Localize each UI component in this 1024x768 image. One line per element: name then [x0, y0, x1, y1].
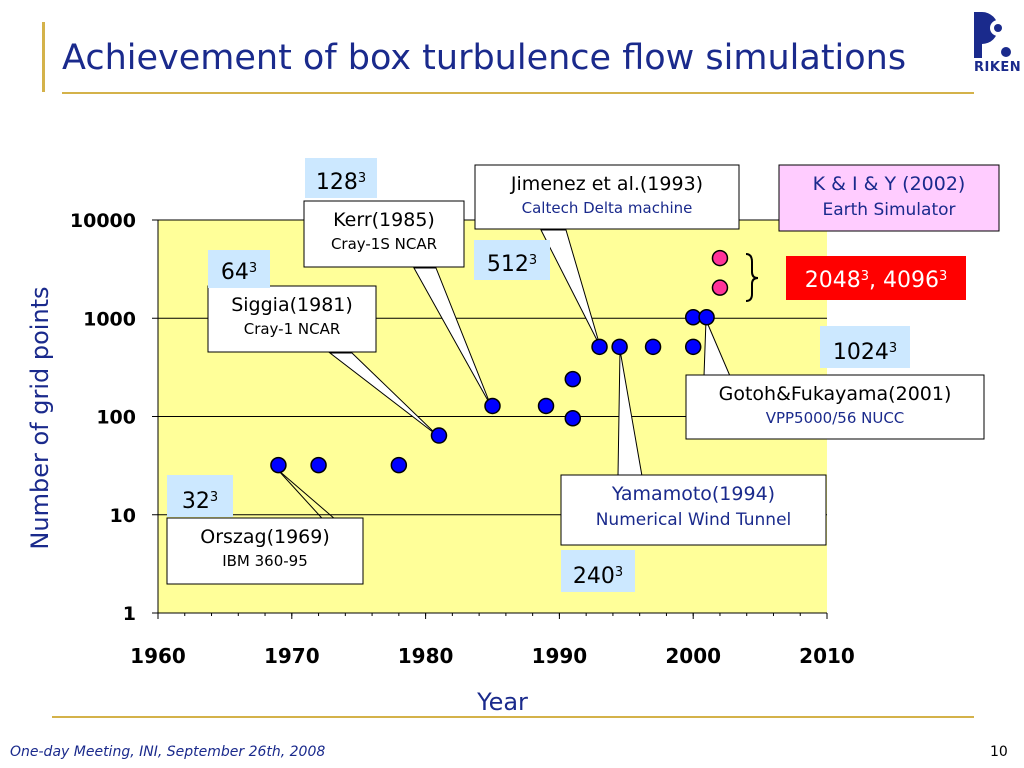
- siggia-callout-name: Siggia(1981): [231, 294, 353, 316]
- data-point: [270, 456, 287, 474]
- gotoh-callout-name: Gotoh&Fukayama(2001): [719, 383, 952, 405]
- data-point: [484, 397, 501, 415]
- siggia-callout-box: [207, 285, 377, 353]
- y-axis-label: Number of grid points: [26, 286, 54, 549]
- g240-grid-label: 2403: [573, 564, 623, 589]
- g128-grid-label-box: [305, 158, 377, 198]
- footer-text: One-day Meeting, INI, September 26th, 20…: [10, 744, 326, 760]
- kerr-callout-box: [303, 200, 465, 268]
- data-point: [564, 370, 582, 388]
- kerr-callout-machine: Cray-1S NCAR: [331, 235, 437, 253]
- x-tick-label: 1970: [264, 644, 320, 668]
- g64-grid-label-box: [208, 250, 270, 288]
- y-tick-label: 10000: [70, 210, 136, 232]
- g128-grid-label: 1283: [316, 170, 366, 195]
- y-tick-label: 1000: [83, 308, 136, 330]
- x-tick-label: 1960: [130, 644, 186, 668]
- data-point: [310, 456, 327, 474]
- g32-grid-label: 323: [182, 489, 218, 514]
- orszag-callout-machine: IBM 360-95: [222, 552, 308, 570]
- g1024-grid-label: 10243: [833, 340, 897, 365]
- orszag-callout-box: [166, 517, 364, 585]
- kerr-callout-name: Kerr(1985): [333, 209, 435, 231]
- grid-label-2048-4096-box: [786, 256, 966, 300]
- x-tick-label: 1990: [532, 644, 588, 668]
- data-point: [591, 338, 608, 356]
- g240-grid-label-box: [561, 550, 635, 592]
- brace-icon: [745, 253, 759, 302]
- data-point: [611, 338, 628, 356]
- yamamoto-callout-box: [560, 474, 827, 546]
- jimenez-pointer: [540, 229, 601, 347]
- gotoh-callout-box: [685, 374, 985, 440]
- jimenez-callout-machine: Caltech Delta machine: [522, 199, 693, 217]
- kiy-callout-name: K & I & Y (2002): [813, 173, 966, 195]
- data-point: [698, 308, 715, 326]
- jimenez-callout-box: [474, 164, 740, 230]
- title-accent-bar: [42, 22, 45, 92]
- g32-grid-label-box: [167, 475, 233, 517]
- future-data-point: [711, 279, 729, 296]
- y-tick-label: 10: [110, 505, 136, 527]
- x-tick-label: 2000: [665, 644, 721, 668]
- yamamoto-callout-machine: Numerical Wind Tunnel: [596, 510, 792, 530]
- data-point: [537, 397, 555, 415]
- riken-logo: [974, 12, 1011, 58]
- data-point: [390, 456, 408, 474]
- x-tick-label: 2010: [799, 644, 855, 668]
- kiy-callout-box: [778, 164, 1000, 232]
- g64-grid-label: 643: [221, 260, 257, 285]
- siggia-pointer: [328, 352, 439, 437]
- yamamoto-callout-name: Yamamoto(1994): [611, 483, 775, 505]
- g512-grid-label: 5123: [487, 252, 537, 277]
- footer-rule: [52, 716, 974, 718]
- x-tick-label: 1980: [398, 644, 454, 668]
- gotoh-callout-machine: VPP5000/56 NUCC: [766, 409, 905, 427]
- title-rule: [62, 92, 974, 94]
- grid-label-2048-4096: 20483, 40963: [805, 268, 948, 293]
- siggia-callout-machine: Cray-1 NCAR: [244, 320, 341, 338]
- data-point: [644, 338, 662, 356]
- g512-grid-label-box: [474, 240, 550, 280]
- g1024-grid-label-box: [820, 326, 910, 368]
- y-tick-label: 100: [96, 407, 136, 429]
- y-tick-label: 1: [123, 603, 136, 625]
- data-point: [684, 338, 702, 356]
- x-axis-label: Year: [476, 688, 528, 716]
- future-data-point: [711, 249, 729, 267]
- data-point: [564, 409, 582, 427]
- riken-logo-text: RIKEN: [974, 60, 1022, 75]
- slide-title: Achievement of box turbulence flow simul…: [62, 38, 907, 78]
- kiy-callout-machine: Earth Simulator: [822, 200, 955, 220]
- kerr-pointer: [413, 267, 492, 407]
- page-number: 10: [990, 744, 1008, 760]
- data-point: [430, 427, 448, 444]
- jimenez-callout-name: Jimenez et al.(1993): [510, 173, 703, 195]
- orszag-callout-name: Orszag(1969): [200, 526, 330, 548]
